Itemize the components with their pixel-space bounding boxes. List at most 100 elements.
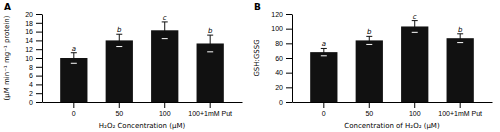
x-tick-label: 100+1mM Put <box>188 110 232 117</box>
annotation: b <box>208 27 213 35</box>
y-axis-title: (µM min⁻¹ mg⁻¹ protein) <box>3 15 11 100</box>
error-bar <box>321 48 327 55</box>
x-axis-line <box>43 102 243 103</box>
marks <box>60 22 224 102</box>
error-cap <box>116 46 122 47</box>
y-tick-label: 8 <box>29 64 33 71</box>
error-stem <box>369 36 370 44</box>
annotations: abcb <box>72 14 213 53</box>
x-tick: 100 <box>409 102 421 117</box>
annotation: c <box>163 14 167 22</box>
y-tick-mark <box>286 73 292 74</box>
error-cap <box>71 63 77 64</box>
x-tick: 100 <box>159 102 171 117</box>
x-axis: 0 50 100 100+1mM Put <box>293 102 493 117</box>
y-tick: 40 <box>275 69 292 76</box>
y-tick-label: 18 <box>25 20 33 27</box>
x-tick-mark <box>210 102 211 108</box>
y-tick-label: 16 <box>25 28 33 35</box>
y-tick-mark <box>36 102 42 103</box>
annotation: a <box>322 40 326 48</box>
error-bar <box>162 22 168 39</box>
y-tick-mark <box>286 58 292 59</box>
y-tick-label: 2 <box>29 90 33 97</box>
y-tick: 6 <box>29 72 42 79</box>
x-tick-mark <box>323 102 324 108</box>
x-axis: 0 50 100 100+1mM Put <box>43 102 243 117</box>
x-tick-mark <box>369 102 370 108</box>
y-tick: 14 <box>25 37 42 44</box>
y-tick-mark <box>36 58 42 59</box>
x-tick-label: 100+1mM Put <box>438 110 482 117</box>
error-cap <box>207 51 213 52</box>
y-tick-mark <box>36 93 42 94</box>
y-tick: 0 <box>29 99 42 106</box>
x-tick-label: 50 <box>365 110 373 117</box>
error-cap <box>412 32 418 33</box>
y-tick-label: 0 <box>279 99 283 106</box>
y-tick-label: 12 <box>25 46 33 53</box>
bar <box>197 43 224 102</box>
x-tick: 100+1mM Put <box>188 102 232 117</box>
error-bar <box>116 34 122 46</box>
annotation: b <box>367 28 372 36</box>
y-tick-label: 60 <box>275 55 283 62</box>
y-tick-mark <box>286 14 292 15</box>
x-tick-label: 50 <box>115 110 123 117</box>
chart-root: 02468101214161820050100100+1mM Putabcb(µ… <box>0 0 500 132</box>
x-tick-mark <box>460 102 461 108</box>
y-tick: 2 <box>29 90 42 97</box>
annotation: b <box>117 26 122 34</box>
bar <box>310 52 337 102</box>
y-tick-mark <box>36 76 42 77</box>
y-tick: 8 <box>29 64 42 71</box>
y-axis: 020406080100120 <box>271 11 292 106</box>
x-tick: 0 <box>72 102 76 117</box>
y-tick-mark <box>36 67 42 68</box>
x-tick-label: 100 <box>409 110 421 117</box>
y-tick: 10 <box>25 55 42 62</box>
bar <box>401 26 428 102</box>
panel: 02468101214161820050100100+1mM Putabcb(µ… <box>3 2 243 130</box>
x-axis-line <box>293 102 493 103</box>
y-tick: 60 <box>275 55 292 62</box>
y-tick: 20 <box>25 11 42 18</box>
x-axis-title: H₂O₂ Concentration (µM) <box>99 122 186 130</box>
x-tick: 0 <box>322 102 326 117</box>
x-tick-label: 100 <box>159 110 171 117</box>
bar <box>151 30 178 102</box>
error-bar <box>366 36 372 44</box>
y-tick-label: 0 <box>29 99 33 106</box>
marks <box>310 21 474 102</box>
y-tick-mark <box>286 43 292 44</box>
error-cap <box>457 42 463 43</box>
bar <box>60 58 87 102</box>
x-tick: 100+1mM Put <box>438 102 482 117</box>
y-tick: 16 <box>25 28 42 35</box>
x-tick-mark <box>73 102 74 108</box>
error-stem <box>210 35 211 52</box>
x-tick-mark <box>414 102 415 108</box>
y-tick: 20 <box>275 84 292 91</box>
y-tick: 12 <box>25 46 42 53</box>
y-tick-mark <box>286 87 292 88</box>
y-tick-label: 80 <box>275 40 283 47</box>
plot-area: 02468101214161820050100100+1mM Putabcb(µ… <box>3 11 243 130</box>
y-axis-line <box>42 15 43 103</box>
panel: 020406080100120050100100+1mM PutabcbGSH:… <box>253 2 493 130</box>
plot-area: 020406080100120050100100+1mM PutabcbGSH:… <box>253 11 493 130</box>
error-cap <box>162 38 168 39</box>
panel-title: B <box>254 2 261 12</box>
y-tick-mark <box>36 84 42 85</box>
error-bar <box>71 53 77 64</box>
bar <box>356 40 383 102</box>
annotation: c <box>413 13 417 21</box>
y-tick-mark <box>36 49 42 50</box>
y-tick: 100 <box>271 25 292 32</box>
error-stem <box>460 34 461 43</box>
x-tick-label: 0 <box>72 110 76 117</box>
panel-title: A <box>4 2 11 12</box>
y-tick-mark <box>36 23 42 24</box>
error-stem <box>414 21 415 33</box>
y-tick-mark <box>36 14 42 15</box>
